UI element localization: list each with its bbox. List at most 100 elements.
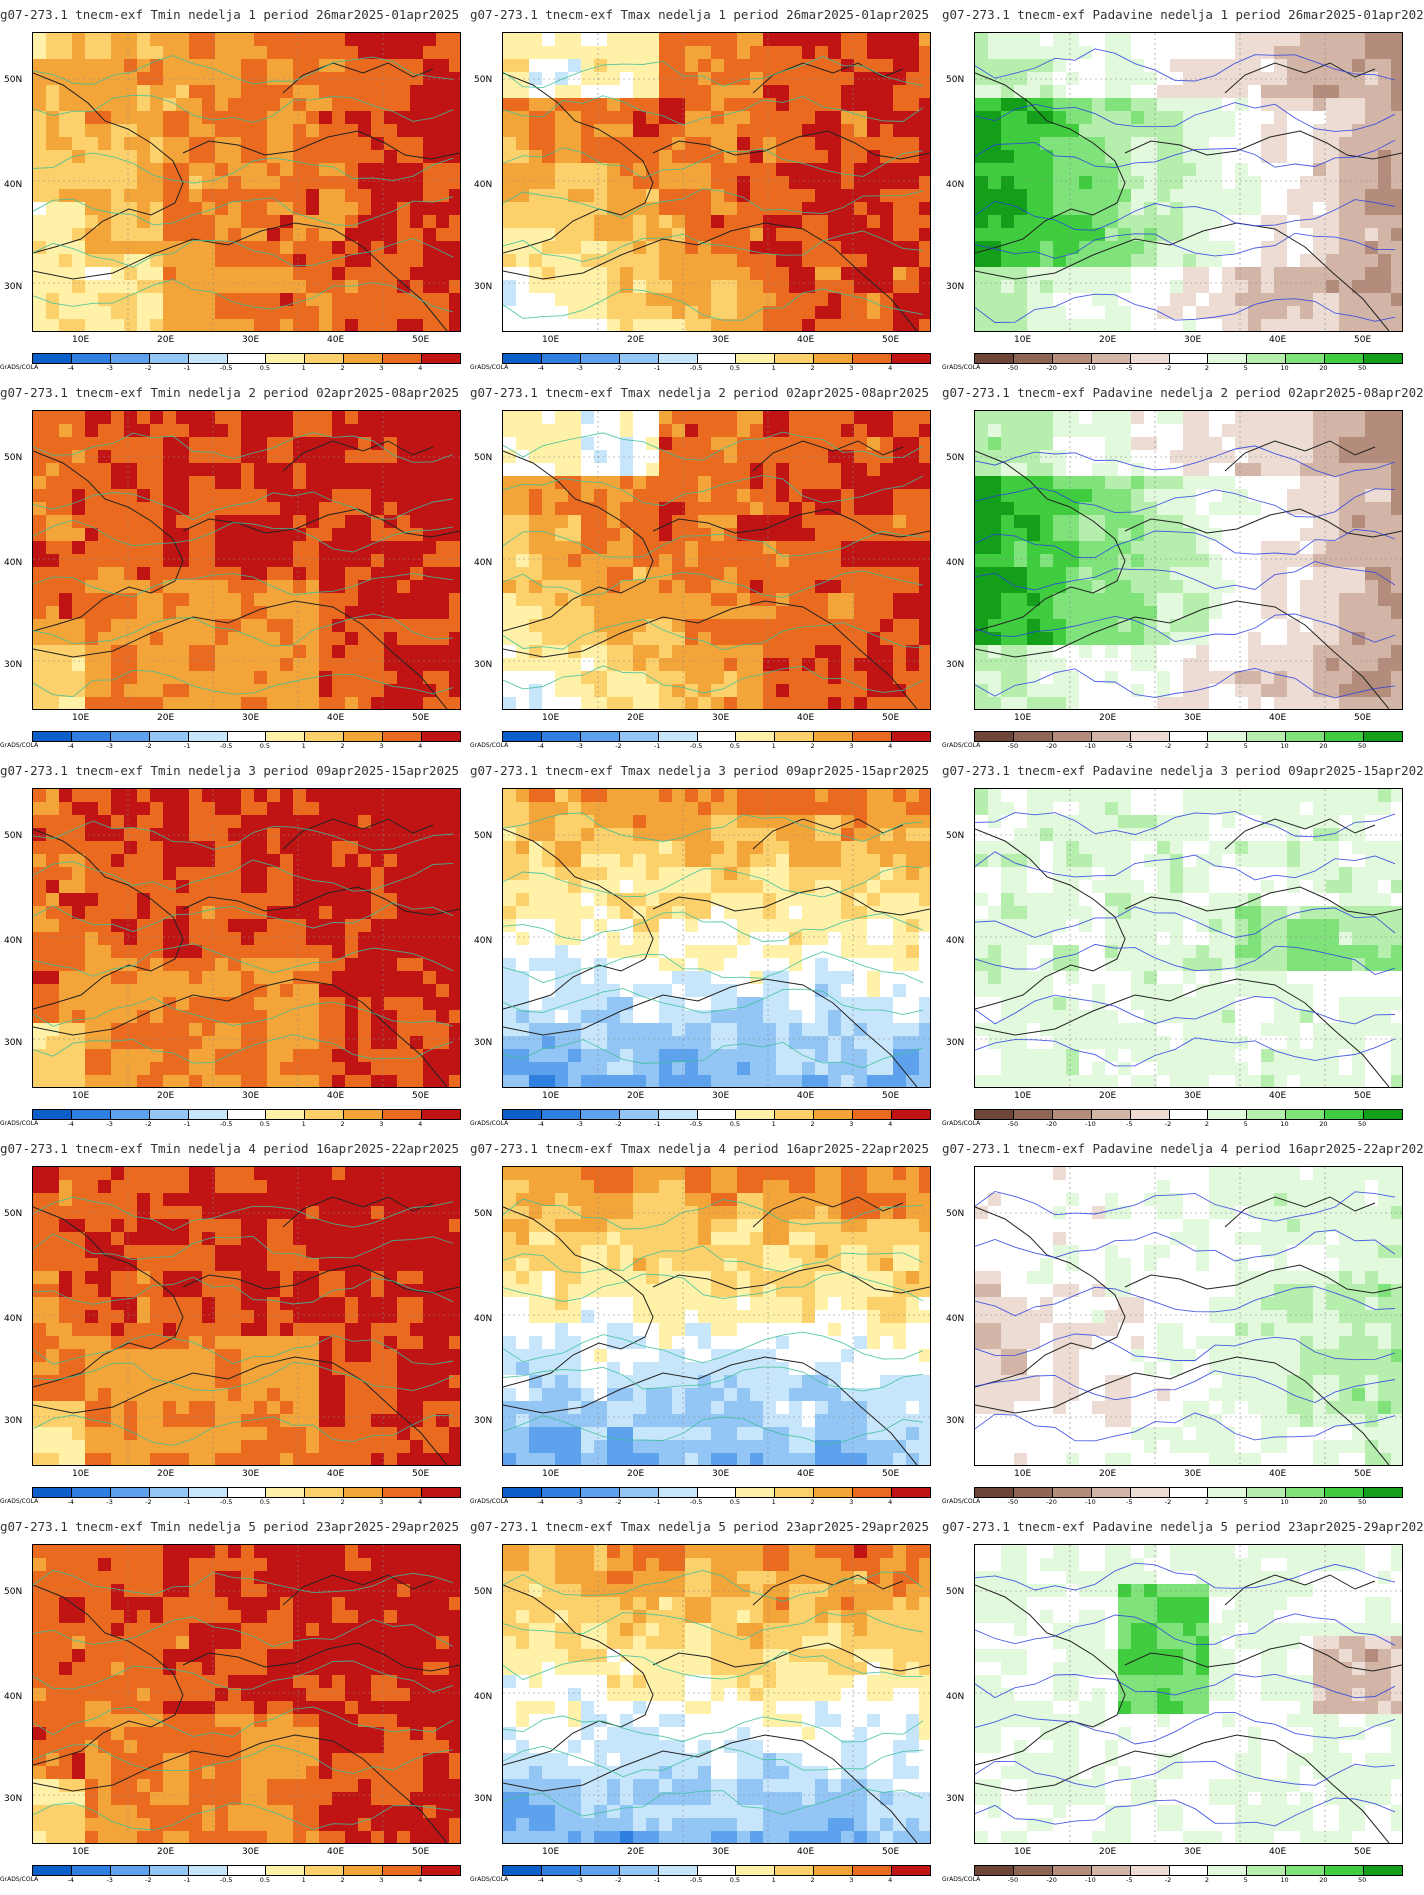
color-bar-tick: 0.5 xyxy=(729,364,741,372)
color-bar-segment xyxy=(149,1110,189,1119)
longitude-label: 10E xyxy=(542,1469,560,1479)
latitude-label: 50N xyxy=(4,1587,23,1597)
color-bar-segment xyxy=(892,1488,930,1497)
color-bar-tick: -20 xyxy=(1046,1498,1057,1506)
longitude-label: 30E xyxy=(242,335,260,345)
color-bar-segment xyxy=(975,1488,1014,1497)
color-bar-tick: 2 xyxy=(1204,364,1209,372)
longitude-label: 50E xyxy=(1354,335,1372,345)
longitude-label: 40E xyxy=(1269,1847,1287,1857)
color-bar-tick: 1 xyxy=(771,364,776,372)
longitude-label: 40E xyxy=(1269,335,1287,345)
color-bar-tick: 3 xyxy=(379,1120,384,1128)
color-bar-segment xyxy=(33,1488,72,1497)
color-bar-segment xyxy=(1247,1488,1287,1497)
color-bar-segment xyxy=(1286,1110,1326,1119)
latitude-label: 40N xyxy=(946,1692,965,1702)
longitude-label: 40E xyxy=(327,1847,345,1857)
color-bar-tick: -50 xyxy=(1007,742,1019,750)
color-bar-segment xyxy=(110,354,150,363)
color-bar-tick: -4 xyxy=(537,1120,545,1128)
latitude-label: 40N xyxy=(946,1314,965,1324)
color-bar xyxy=(32,1865,461,1876)
anomaly-field xyxy=(975,411,1402,709)
color-bar-tick: 5 xyxy=(1243,742,1248,750)
color-bar-ticks: -4 -3 -2 -1 -0.5 0.5 1 2 3 4 xyxy=(32,1120,459,1130)
color-bar-tick: -2 xyxy=(615,1876,622,1884)
color-bar-tick: 10 xyxy=(1280,742,1289,750)
latitude-label: 50N xyxy=(946,1587,965,1597)
longitude-label: 40E xyxy=(797,1469,815,1479)
color-bar-tick: -1 xyxy=(184,742,191,750)
map-area xyxy=(974,1544,1403,1844)
color-bar-segment xyxy=(1169,1866,1209,1875)
color-bar-segment xyxy=(1325,354,1365,363)
color-bar-tick: 2 xyxy=(810,1876,815,1884)
latitude-label: 50N xyxy=(474,453,493,463)
color-bar xyxy=(32,1109,461,1120)
panel-title: g07-273.1 tnecm-exf Tmin nedelja 4 perio… xyxy=(0,1141,460,1156)
color-bar-segment xyxy=(422,1866,460,1875)
color-bar-tick: 4 xyxy=(418,364,423,372)
color-bar-segment xyxy=(266,1488,306,1497)
color-bar-ticks: -50 -20 -10 -5 -2 2 5 10 20 50 xyxy=(974,742,1401,752)
color-bar-segment xyxy=(1247,1110,1287,1119)
color-bar-segment xyxy=(580,1488,620,1497)
color-bar-tick: -2 xyxy=(1164,742,1172,750)
color-bar-tick: -5 xyxy=(1126,1498,1133,1506)
color-bar-segment xyxy=(1325,1866,1365,1875)
longitude-label: 20E xyxy=(627,1847,645,1857)
color-bar xyxy=(502,1109,931,1120)
latitude-label: 50N xyxy=(474,75,493,85)
color-bar-segment xyxy=(1208,1488,1248,1497)
color-bar-segment xyxy=(149,732,189,741)
color-bar-tick: 3 xyxy=(849,364,854,372)
color-bar-tick: 3 xyxy=(379,1876,384,1884)
map-panel: g07-273.1 tnecm-exf Tmin nedelja 5 perio… xyxy=(0,1517,470,1892)
longitude-label: 40E xyxy=(327,335,345,345)
longitude-label: 10E xyxy=(1014,335,1032,345)
latitude-label: 30N xyxy=(474,1794,493,1804)
color-bar-tick: 4 xyxy=(418,1876,423,1884)
color-bar-ticks: -4 -3 -2 -1 -0.5 0.5 1 2 3 4 xyxy=(32,742,459,752)
color-bar-segment xyxy=(1052,1866,1092,1875)
color-bar-segment xyxy=(1286,732,1326,741)
color-bar-tick: 10 xyxy=(1280,1498,1289,1506)
map-panel: g07-273.1 tnecm-exf Padavine nedelja 3 p… xyxy=(942,761,1424,1136)
color-bar-tick: -1 xyxy=(184,364,191,372)
map-area xyxy=(502,788,931,1088)
color-bar-tick: -0.5 xyxy=(689,742,703,750)
anomaly-field xyxy=(975,1167,1402,1465)
color-bar-segment xyxy=(1013,354,1053,363)
color-bar-segment xyxy=(503,1866,542,1875)
color-bar-tick: -2 xyxy=(145,1498,152,1506)
color-bar-tick: 2 xyxy=(340,742,345,750)
color-bar-ticks: -4 -3 -2 -1 -0.5 0.5 1 2 3 4 xyxy=(32,1498,459,1508)
latitude-label: 50N xyxy=(946,831,965,841)
color-bar-tick: -1 xyxy=(654,1120,661,1128)
color-bar-tick: 4 xyxy=(888,1120,893,1128)
color-bar xyxy=(32,1487,461,1498)
color-bar-tick: 0.5 xyxy=(729,1120,741,1128)
longitude-label: 10E xyxy=(1014,1847,1032,1857)
latitude-label: 50N xyxy=(474,1587,493,1597)
map-area xyxy=(974,788,1403,1088)
anomaly-field xyxy=(33,33,460,331)
color-bar-segment xyxy=(853,1488,893,1497)
longitude-label: 20E xyxy=(627,713,645,723)
panel-title: g07-273.1 tnecm-exf Tmin nedelja 5 perio… xyxy=(0,1519,460,1534)
longitude-label: 30E xyxy=(1184,713,1202,723)
longitude-label: 30E xyxy=(1184,1469,1202,1479)
color-bar-segment xyxy=(1364,354,1402,363)
color-bar-ticks: -4 -3 -2 -1 -0.5 0.5 1 2 3 4 xyxy=(502,1876,929,1886)
latitude-label: 50N xyxy=(946,453,965,463)
longitude-label: 30E xyxy=(242,1847,260,1857)
color-bar-segment xyxy=(1364,1110,1402,1119)
color-bar-tick: -2 xyxy=(1164,1120,1172,1128)
color-bar-tick: 4 xyxy=(888,364,893,372)
color-bar-segment xyxy=(305,1866,345,1875)
color-bar-tick: 50 xyxy=(1358,1120,1367,1128)
color-bar-segment xyxy=(853,732,893,741)
color-bar-tick: -3 xyxy=(106,1120,113,1128)
longitude-label: 50E xyxy=(412,1469,430,1479)
